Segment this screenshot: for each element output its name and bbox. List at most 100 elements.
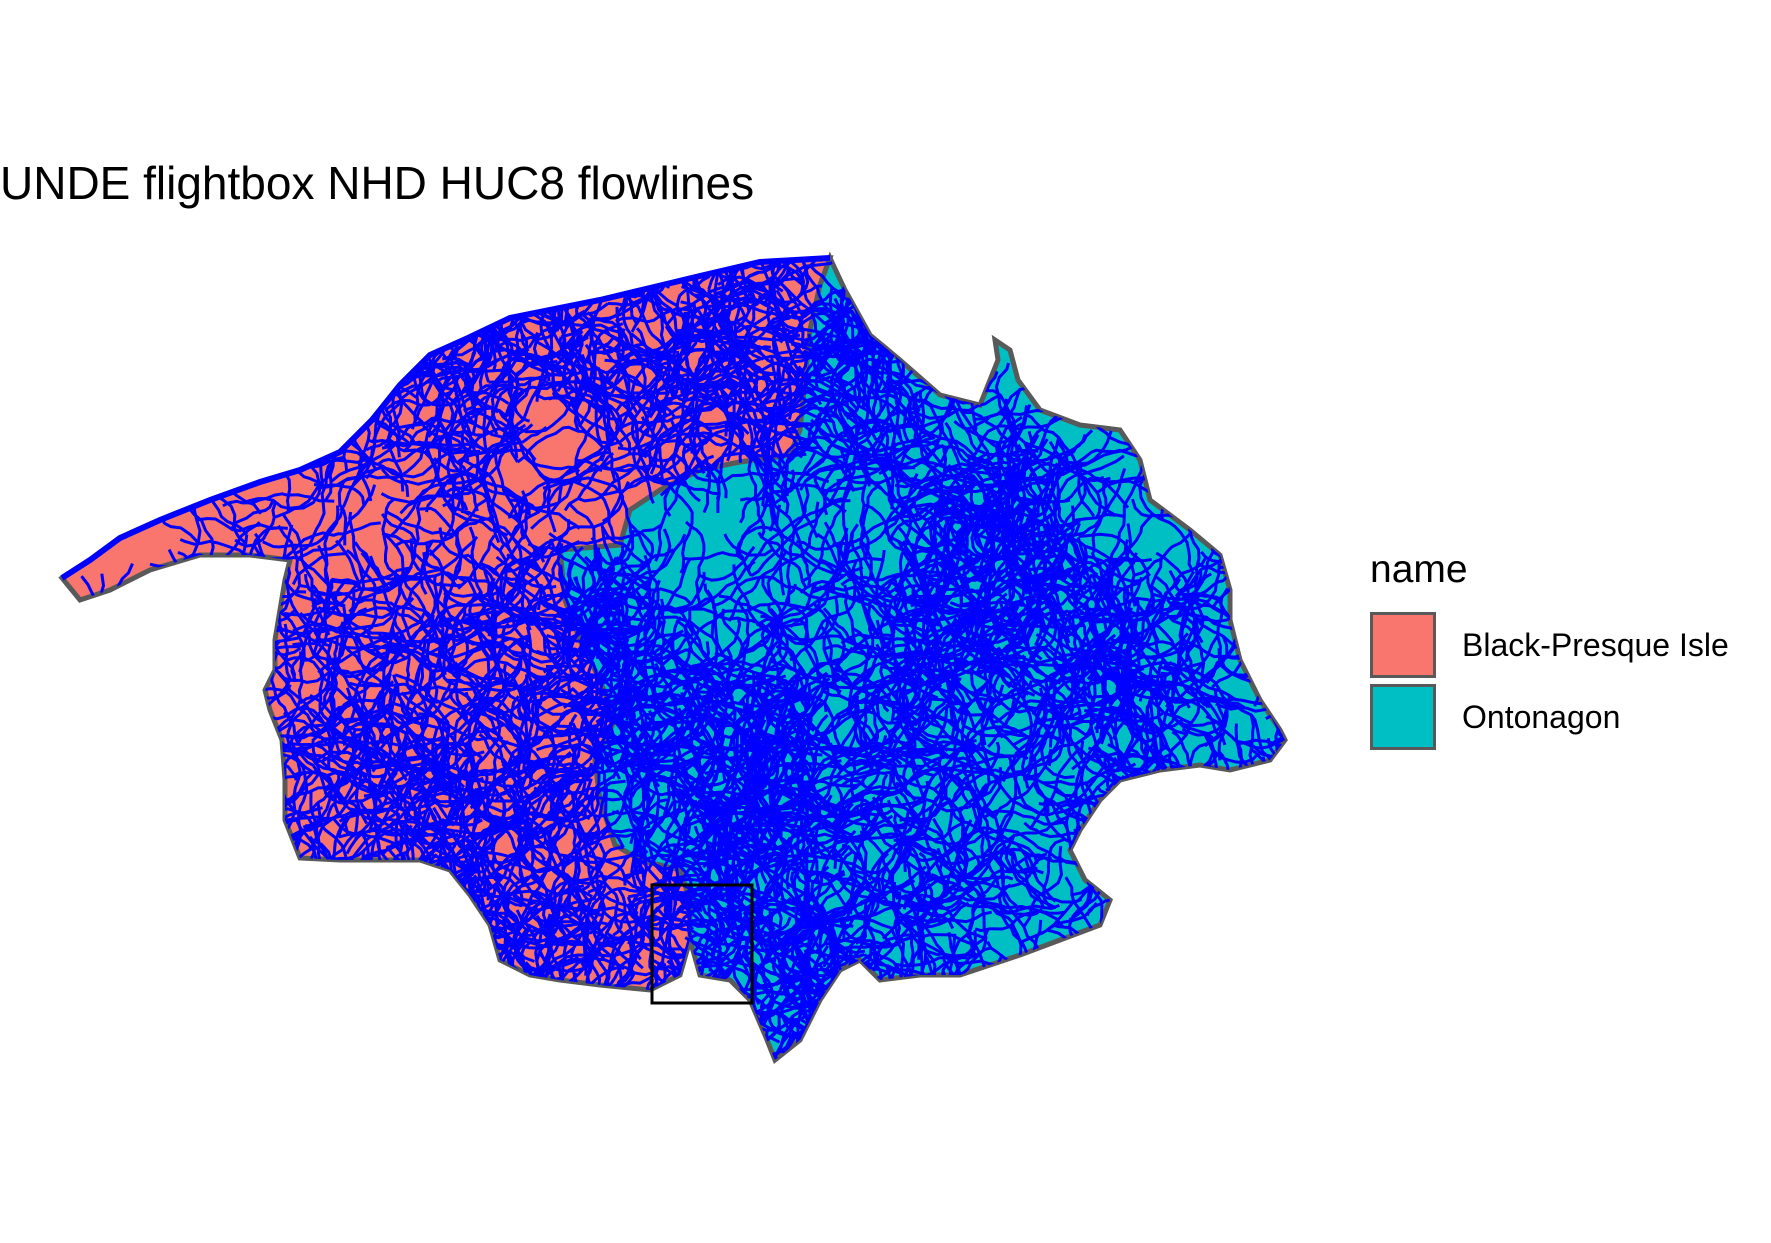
flowline bbox=[639, 1055, 668, 1060]
flowline bbox=[1131, 787, 1187, 805]
flowline bbox=[886, 799, 982, 867]
flowline bbox=[519, 807, 551, 902]
flowline bbox=[520, 561, 532, 631]
flowline bbox=[464, 389, 537, 461]
flowline bbox=[354, 808, 431, 841]
flowline bbox=[1320, 499, 1418, 539]
flowline bbox=[623, 792, 643, 876]
flowline bbox=[799, 565, 864, 594]
flowline bbox=[534, 393, 614, 438]
flowline bbox=[886, 985, 970, 1019]
flowline bbox=[337, 327, 391, 410]
flowline bbox=[821, 990, 879, 1060]
flowline bbox=[830, 986, 879, 1060]
legend-item-black-presque-isle: Black-Presque Isle bbox=[1370, 609, 1729, 681]
flowline bbox=[255, 716, 271, 765]
flowline bbox=[1252, 782, 1285, 795]
flowline bbox=[546, 610, 643, 640]
flowline bbox=[484, 271, 509, 315]
flowline bbox=[885, 1016, 939, 1060]
flowline bbox=[424, 761, 484, 783]
flowline bbox=[906, 730, 1013, 776]
flowline bbox=[177, 617, 218, 709]
flowline bbox=[904, 404, 1032, 469]
flowline bbox=[710, 771, 750, 806]
flowline bbox=[807, 900, 828, 1008]
flowline bbox=[1284, 744, 1285, 799]
flowline bbox=[1100, 574, 1191, 709]
flowline bbox=[943, 983, 969, 1027]
flowline bbox=[429, 1015, 543, 1060]
flowline bbox=[1038, 545, 1089, 600]
flowline bbox=[983, 980, 1027, 1020]
flowline bbox=[592, 622, 633, 721]
flowline bbox=[1288, 864, 1321, 900]
flowline bbox=[676, 619, 737, 712]
flowline bbox=[1155, 681, 1226, 727]
flowline bbox=[1097, 708, 1155, 724]
flowline bbox=[1123, 539, 1137, 607]
flowline bbox=[747, 445, 766, 538]
flowline bbox=[274, 332, 333, 370]
flowline bbox=[751, 930, 780, 1012]
flowline bbox=[434, 562, 575, 658]
flowline bbox=[731, 1021, 747, 1060]
flowline bbox=[1141, 775, 1177, 840]
flowline bbox=[968, 466, 1038, 514]
flowline bbox=[323, 770, 387, 793]
flowline bbox=[594, 88, 632, 179]
flowline bbox=[1086, 635, 1122, 681]
flowline bbox=[563, 555, 599, 652]
flowline bbox=[1061, 612, 1130, 634]
flowline bbox=[763, 802, 850, 843]
flowline bbox=[638, 941, 727, 974]
flowline bbox=[628, 683, 659, 754]
flowline bbox=[789, 582, 831, 629]
flowline bbox=[596, 639, 646, 696]
flowline bbox=[812, 778, 878, 810]
flowline bbox=[485, 258, 506, 287]
flowline bbox=[812, 761, 837, 821]
flowline bbox=[769, 808, 820, 823]
flowline bbox=[473, 1020, 496, 1060]
flowline bbox=[1027, 748, 1050, 816]
flowline bbox=[1312, 724, 1359, 731]
flowline bbox=[717, 832, 733, 907]
flowline bbox=[501, 768, 553, 925]
flowline bbox=[860, 825, 901, 937]
flowline bbox=[984, 809, 1067, 826]
flowline bbox=[598, 1011, 701, 1060]
flowline bbox=[567, 996, 588, 1041]
flowline bbox=[199, 911, 298, 938]
flowline bbox=[529, 757, 602, 847]
flowline bbox=[949, 506, 991, 567]
flowline bbox=[1044, 596, 1163, 631]
flowline bbox=[518, 745, 602, 794]
flowline bbox=[811, 1029, 877, 1060]
flowline bbox=[535, 857, 578, 945]
flowline bbox=[887, 674, 910, 788]
flowline bbox=[577, 439, 661, 503]
flowline bbox=[371, 376, 433, 443]
flowline bbox=[742, 676, 789, 743]
flowline bbox=[831, 845, 916, 895]
flowline bbox=[858, 258, 915, 317]
flowline bbox=[641, 861, 720, 931]
flowline bbox=[289, 878, 355, 934]
flowline bbox=[562, 599, 626, 709]
flowline bbox=[314, 322, 349, 365]
flowline bbox=[955, 967, 1019, 1060]
flowline bbox=[1003, 398, 1052, 509]
flowline bbox=[662, 989, 696, 1060]
flowline bbox=[755, 738, 780, 851]
flowline bbox=[420, 777, 474, 876]
flowline bbox=[450, 690, 491, 739]
flowline bbox=[471, 989, 552, 1047]
flowline bbox=[405, 760, 456, 827]
flowline bbox=[498, 558, 541, 610]
flowline bbox=[627, 475, 694, 574]
flowline bbox=[630, 311, 689, 435]
flowline bbox=[947, 682, 988, 763]
flowline bbox=[175, 553, 269, 609]
flowline bbox=[1082, 578, 1181, 623]
